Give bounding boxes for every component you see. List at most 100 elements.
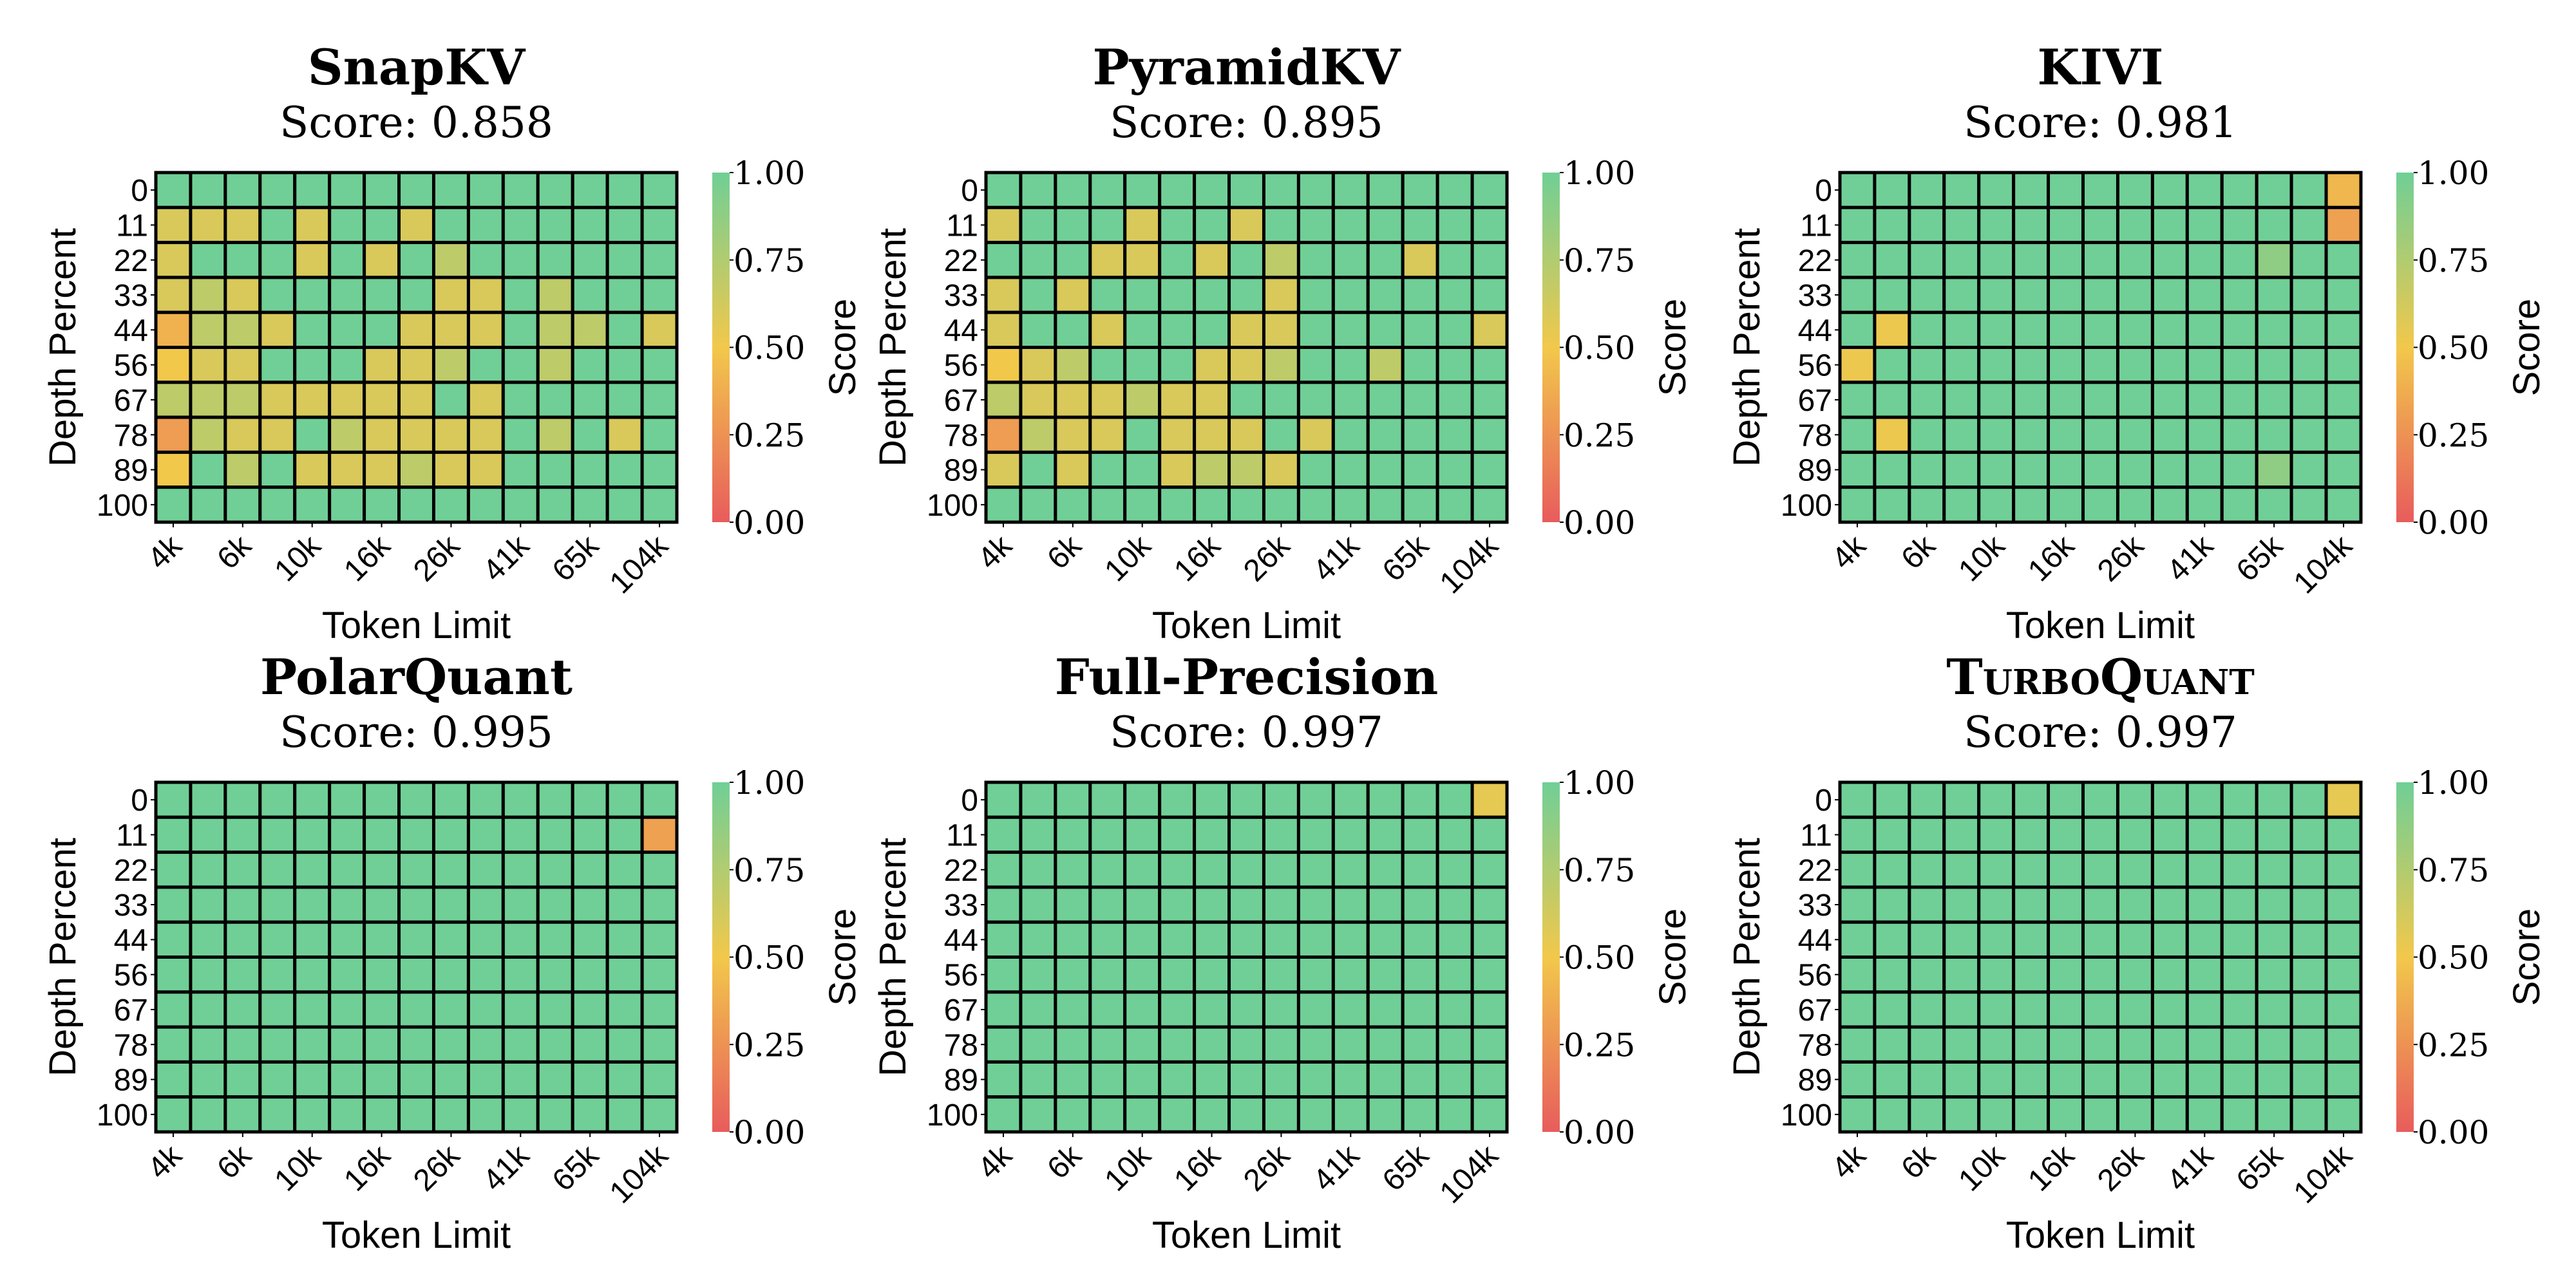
heatmap-cell xyxy=(1019,885,1057,924)
heatmap-cell xyxy=(293,205,332,245)
heatmap-cell xyxy=(1401,310,1439,350)
heatmap-cell xyxy=(363,485,401,524)
heatmap-cell xyxy=(1262,780,1300,819)
heatmap-cell xyxy=(984,815,1023,854)
heatmap-cell xyxy=(501,241,540,279)
y-tick-label: 100 xyxy=(927,489,978,523)
heatmap-cell xyxy=(431,276,470,314)
heatmap-cell xyxy=(1088,171,1127,209)
heatmap-cell xyxy=(1296,205,1335,245)
heatmap-cell xyxy=(189,171,227,209)
heatmap-cell xyxy=(501,920,540,959)
heatmap-cell xyxy=(2255,920,2293,959)
heatmap-cell xyxy=(605,990,644,1029)
heatmap-cell xyxy=(1908,885,1946,924)
heatmap-cell xyxy=(466,1025,505,1064)
x-tick-label: 65k xyxy=(2230,529,2290,588)
x-tick-label: 6k xyxy=(1895,529,1942,576)
x-tick-label: 41k xyxy=(1307,1138,1367,1198)
heatmap-cell xyxy=(1331,310,1370,350)
heatmap-cell xyxy=(431,1095,470,1134)
heatmap-cell xyxy=(2220,920,2259,959)
heatmap-cell xyxy=(984,310,1023,350)
heatmap-cell xyxy=(2289,990,2328,1029)
heatmap-cell xyxy=(536,171,574,209)
chart-subtitle: Score: 0.895 xyxy=(1110,98,1383,147)
y-tick-label: 33 xyxy=(114,279,148,313)
heatmap-cell xyxy=(2289,450,2328,489)
heatmap-cell xyxy=(1366,885,1405,924)
heatmap-cell xyxy=(501,885,540,924)
heatmap-cell xyxy=(1158,920,1197,959)
heatmap-cell xyxy=(1942,485,1981,524)
heatmap-cell xyxy=(1401,450,1439,489)
colorbar-tick-label: 0.50 xyxy=(1564,939,1635,977)
heatmap-cell xyxy=(397,415,435,454)
heatmap-cell xyxy=(1262,205,1300,245)
heatmap-cell xyxy=(605,1060,644,1099)
x-axis-label: Token Limit xyxy=(322,1214,511,1256)
heatmap-cell xyxy=(1019,415,1057,454)
heatmap-cell xyxy=(293,955,332,994)
heatmap-cell xyxy=(571,1095,609,1134)
heatmap-cell xyxy=(1401,485,1439,524)
heatmap-cell xyxy=(2324,485,2363,524)
heatmap-cell xyxy=(2081,1095,2119,1134)
heatmap-cell xyxy=(189,990,227,1029)
heatmap-cell xyxy=(2047,885,2085,924)
heatmap-cell xyxy=(501,381,540,419)
heatmap-cell xyxy=(1019,310,1057,350)
heatmap-cell xyxy=(1977,1060,2016,1099)
heatmap-cell xyxy=(2220,851,2259,889)
heatmap-cell xyxy=(154,450,193,489)
heatmap-cell xyxy=(605,1025,644,1064)
heatmap-cell xyxy=(984,276,1023,314)
y-tick-label: 22 xyxy=(114,854,148,888)
heatmap-cell xyxy=(1366,920,1405,959)
x-tick-label: 65k xyxy=(1376,1138,1436,1198)
heatmap-cell xyxy=(1435,780,1474,819)
heatmap-cell xyxy=(2150,780,2189,819)
heatmap-cell xyxy=(258,415,297,454)
heatmap-cell xyxy=(1296,241,1335,279)
heatmap-cell xyxy=(536,1095,574,1134)
heatmap-cell xyxy=(571,885,609,924)
heatmap-cell xyxy=(154,780,193,819)
heatmap-cell xyxy=(2116,780,2154,819)
heatmap-cell xyxy=(1470,450,1509,489)
x-tick-label: 104k xyxy=(603,529,676,601)
heatmap-cell xyxy=(1331,485,1370,524)
heatmap-cell xyxy=(2255,485,2293,524)
y-tick-label: 0 xyxy=(1815,174,1832,208)
heatmap-cell xyxy=(397,171,435,209)
heatmap-cell xyxy=(2081,346,2119,384)
heatmap-cell xyxy=(1296,815,1335,854)
heatmap-cell xyxy=(154,415,193,454)
colorbar-tick-label: 0.25 xyxy=(734,1026,805,1064)
heatmap-cell xyxy=(466,276,505,314)
heatmap-cell xyxy=(1873,485,1911,524)
heatmap-cell xyxy=(1054,920,1092,959)
heatmap-cell xyxy=(605,381,644,419)
heatmap-cell xyxy=(1227,171,1265,209)
heatmap-cell xyxy=(536,920,574,959)
heatmap-cell xyxy=(2255,381,2293,419)
heatmap-cell xyxy=(293,851,332,889)
heatmap-cell xyxy=(2220,990,2259,1029)
heatmap-cell xyxy=(2220,450,2259,489)
heatmap-cell xyxy=(1977,920,2016,959)
heatmap-cell xyxy=(1470,955,1509,994)
colorbar-tick-label: 1.00 xyxy=(2418,155,2489,192)
heatmap-cell xyxy=(1470,815,1509,854)
chart-title: Full-Precision xyxy=(1055,648,1438,706)
colorbar-tick-label: 0.00 xyxy=(1564,1114,1635,1151)
heatmap-cell xyxy=(328,276,366,314)
x-tick-label: 16k xyxy=(1168,529,1227,588)
heatmap-cell xyxy=(2150,310,2189,350)
heatmap-cell xyxy=(1019,485,1057,524)
heatmap-cell xyxy=(571,241,609,279)
heatmap-cell xyxy=(1054,1025,1092,1064)
heatmap-cell xyxy=(1908,415,1946,454)
heatmap-cell xyxy=(2324,1025,2363,1064)
heatmap-cell xyxy=(2081,310,2119,350)
